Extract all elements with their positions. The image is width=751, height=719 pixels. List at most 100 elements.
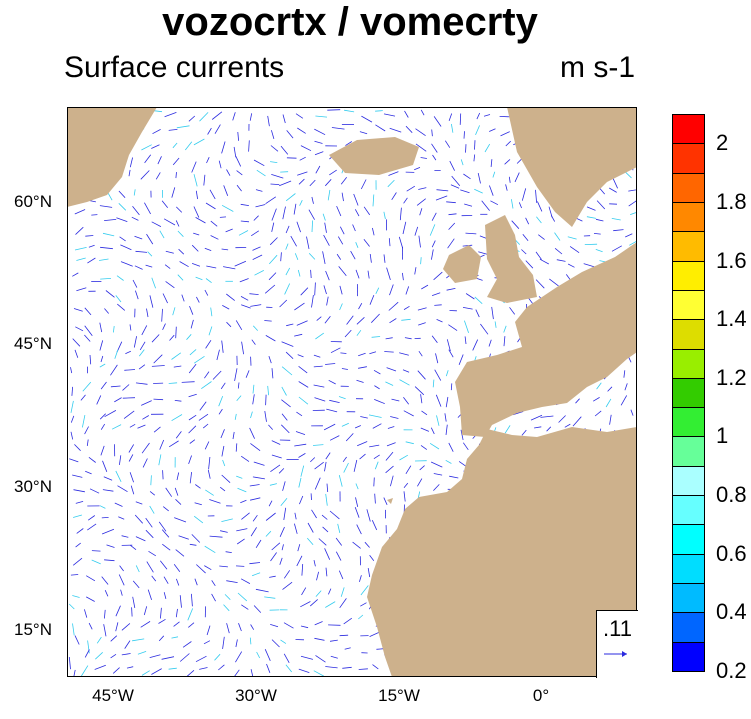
- current-vector: [420, 427, 430, 432]
- current-vector: [195, 655, 207, 663]
- current-vector: [385, 337, 393, 340]
- current-vector: [431, 212, 437, 221]
- current-vector: [314, 151, 324, 156]
- current-vector: [572, 416, 582, 427]
- current-vector: [196, 296, 200, 303]
- current-vector: [172, 307, 176, 316]
- lon-label-15w: 15°W: [378, 686, 420, 705]
- current-vector: [101, 517, 109, 519]
- current-vector: [325, 666, 338, 669]
- current-vector: [250, 443, 261, 452]
- current-vector: [374, 461, 379, 470]
- land-masses: [67, 107, 637, 677]
- current-vector: [314, 637, 325, 641]
- current-vector: [100, 278, 112, 280]
- current-vector: [111, 424, 122, 430]
- current-vector: [253, 461, 265, 466]
- current-vector: [326, 296, 329, 306]
- current-vector: [208, 456, 211, 470]
- current-vector: [223, 185, 229, 196]
- lon-label-0: 0°: [532, 686, 550, 705]
- current-vector: [265, 335, 276, 342]
- current-vector: [399, 352, 409, 356]
- current-vector: [433, 271, 443, 281]
- current-vector: [194, 578, 198, 586]
- current-vector: [314, 128, 326, 136]
- current-vector: [418, 187, 427, 190]
- current-vector: [104, 559, 115, 562]
- current-vector: [558, 415, 566, 423]
- current-vector: [241, 304, 251, 309]
- current-vector: [86, 439, 89, 446]
- current-vector: [369, 253, 372, 263]
- current-vector: [494, 321, 497, 328]
- current-vector: [301, 587, 307, 596]
- current-vector: [296, 320, 308, 326]
- current-vector: [104, 590, 109, 597]
- current-vector: [628, 189, 636, 192]
- current-vector: [128, 169, 131, 177]
- current-vector: [279, 557, 283, 565]
- current-vector: [445, 459, 452, 464]
- current-vector: [403, 396, 410, 405]
- current-vector: [151, 144, 160, 149]
- current-vector: [372, 194, 375, 207]
- current-vector: [144, 154, 152, 164]
- current-vector: [249, 427, 255, 439]
- current-vector: [359, 575, 362, 583]
- current-vector: [221, 518, 233, 522]
- current-vector: [75, 542, 81, 548]
- current-vector: [102, 460, 108, 472]
- current-vector: [306, 537, 314, 546]
- current-vector: [354, 425, 361, 429]
- current-vector: [389, 318, 397, 324]
- current-vector: [249, 113, 253, 121]
- current-vector: [281, 424, 290, 434]
- current-vector: [104, 410, 117, 418]
- current-vector: [162, 506, 169, 512]
- current-vector: [371, 313, 380, 323]
- current-vector: [445, 370, 449, 377]
- current-vector: [88, 244, 95, 248]
- lat-label-15n: 15°N: [14, 620, 52, 639]
- current-vector: [372, 423, 382, 429]
- current-vector: [264, 320, 272, 322]
- current-vector: [446, 339, 451, 352]
- current-vector: [505, 140, 511, 147]
- current-vector: [110, 653, 117, 659]
- current-vector: [554, 247, 563, 255]
- current-vector: [70, 367, 73, 374]
- current-vector: [477, 173, 481, 184]
- current-vector: [250, 411, 253, 419]
- current-vector: [133, 336, 137, 348]
- current-vector: [75, 326, 84, 332]
- current-vector: [310, 269, 312, 279]
- current-vector: [132, 638, 145, 642]
- current-vector: [235, 565, 245, 567]
- current-vector: [241, 512, 250, 520]
- current-vector: [240, 499, 247, 504]
- current-vector: [189, 439, 196, 444]
- colorbar-label: 2: [716, 130, 729, 156]
- current-vector: [301, 563, 304, 576]
- current-vector: [85, 470, 92, 475]
- current-vector: [389, 127, 402, 133]
- current-vector: [489, 185, 494, 196]
- current-vector: [120, 261, 133, 267]
- current-vector: [173, 621, 180, 627]
- current-vector: [405, 441, 414, 445]
- current-vector: [448, 213, 457, 216]
- current-vector: [386, 267, 391, 281]
- current-vector: [417, 478, 423, 487]
- colorbar-label: 1.6: [716, 247, 747, 273]
- current-vector: [84, 334, 91, 342]
- current-vector: [360, 416, 368, 419]
- current-vector: [374, 399, 385, 404]
- current-vector: [311, 509, 317, 519]
- current-vector: [88, 456, 96, 463]
- current-vector: [405, 465, 412, 475]
- current-vector: [359, 453, 366, 460]
- current-vector: [285, 243, 289, 250]
- current-vector: [129, 157, 133, 168]
- lon-label-45w: 45°W: [92, 686, 134, 705]
